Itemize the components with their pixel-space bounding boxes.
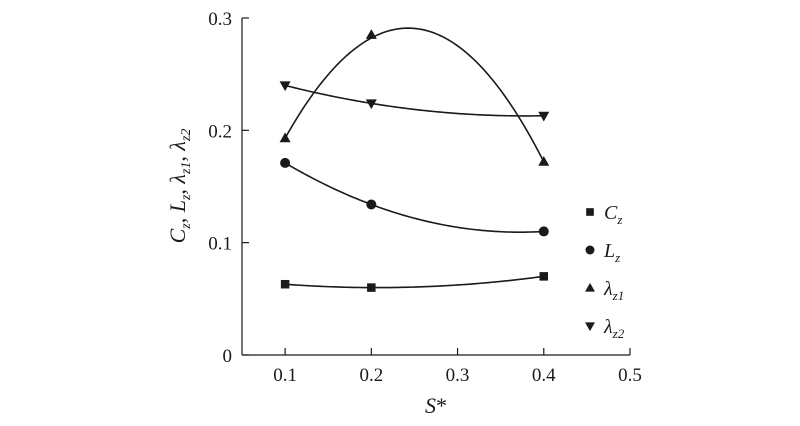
x-axis-title: S* [425,393,447,418]
legend-label-subscript: z [614,250,620,265]
fit-curve-lz2 [284,84,544,117]
legend-label-subscript: z1 [612,288,625,303]
y-axis-title: Cz, Lz, λz1, λz2 [165,129,194,244]
legend-label-symbol: λ [603,278,613,300]
y-tick-label: 0 [223,346,233,367]
data-point-lz [538,226,549,237]
x-axis-title-suffix: * [436,393,447,418]
data-point-cz [539,272,549,281]
y-tick-label: 0.3 [208,9,232,30]
legend-marker-lz [585,245,595,255]
data-markers [279,29,550,292]
y-axis-title-subscript: z1 [179,162,194,175]
plot-area [241,18,630,356]
data-point-lz1 [279,132,291,143]
legend-label-lz2: λz2 [603,316,625,341]
y-ticks: 0 0.1 0.2 0.3 [208,9,249,367]
data-point-lz2 [365,99,377,110]
y-axis-title-separator: , [165,184,190,195]
fit-curves [284,27,545,289]
fit-curve-lz [284,162,544,233]
legend-label-symbol: L [603,240,615,262]
x-tick-label: 0.1 [273,365,297,386]
y-axis-title-symbol: λ [165,141,190,152]
legend-marker-cz [586,208,594,216]
data-point-lz2 [538,111,550,122]
legend-item-lz2: λz2 [585,316,625,341]
y-tick-label: 0.2 [208,121,232,142]
legend-label-symbol: C [604,202,618,224]
x-tick-label: 0.5 [618,365,642,386]
legend-label-subscript: z2 [612,326,625,341]
data-point-lz [280,157,291,168]
y-axis-title-subscript: z [179,223,194,230]
x-ticks: 0.1 0.2 0.3 0.4 0.5 [273,348,642,386]
legend-label-symbol: λ [603,316,613,338]
y-axis-title-subscript: z2 [179,129,194,142]
legend-label-cz: Cz [604,202,622,227]
x-tick-label: 0.2 [359,365,383,386]
y-axis-title-separator: , [165,212,190,223]
legend-label-lz: Lz [603,240,620,265]
data-point-cz [367,283,376,292]
legend-item-cz: Cz [586,202,622,227]
data-point-lz1 [365,29,377,39]
legend-marker-lz1 [585,282,595,292]
y-axis-title-separator: , [165,151,190,162]
y-axis-title-symbol: C [165,228,190,243]
data-point-lz [366,199,377,210]
fit-curve-cz [285,275,544,289]
y-axis-title-symbol: λ [165,174,190,185]
y-tick-label: 0.1 [208,234,232,255]
data-point-lz2 [279,81,291,92]
x-axis-title-main: S [425,393,436,418]
x-tick-label: 0.4 [532,365,556,386]
x-tick-label: 0.3 [446,365,470,386]
legend-marker-lz2 [585,322,595,332]
legend-label-subscript: z [616,212,622,227]
legend-item-lz1: λz1 [585,278,624,303]
data-point-lz1 [538,156,550,166]
data-point-cz [280,279,290,289]
y-axis-title-symbol: L [165,200,190,213]
legend-item-lz: Lz [585,240,620,265]
legend-label-lz1: λz1 [603,278,624,303]
fit-curve-lz1 [284,27,545,163]
y-axis-title-subscript: z [179,194,194,201]
